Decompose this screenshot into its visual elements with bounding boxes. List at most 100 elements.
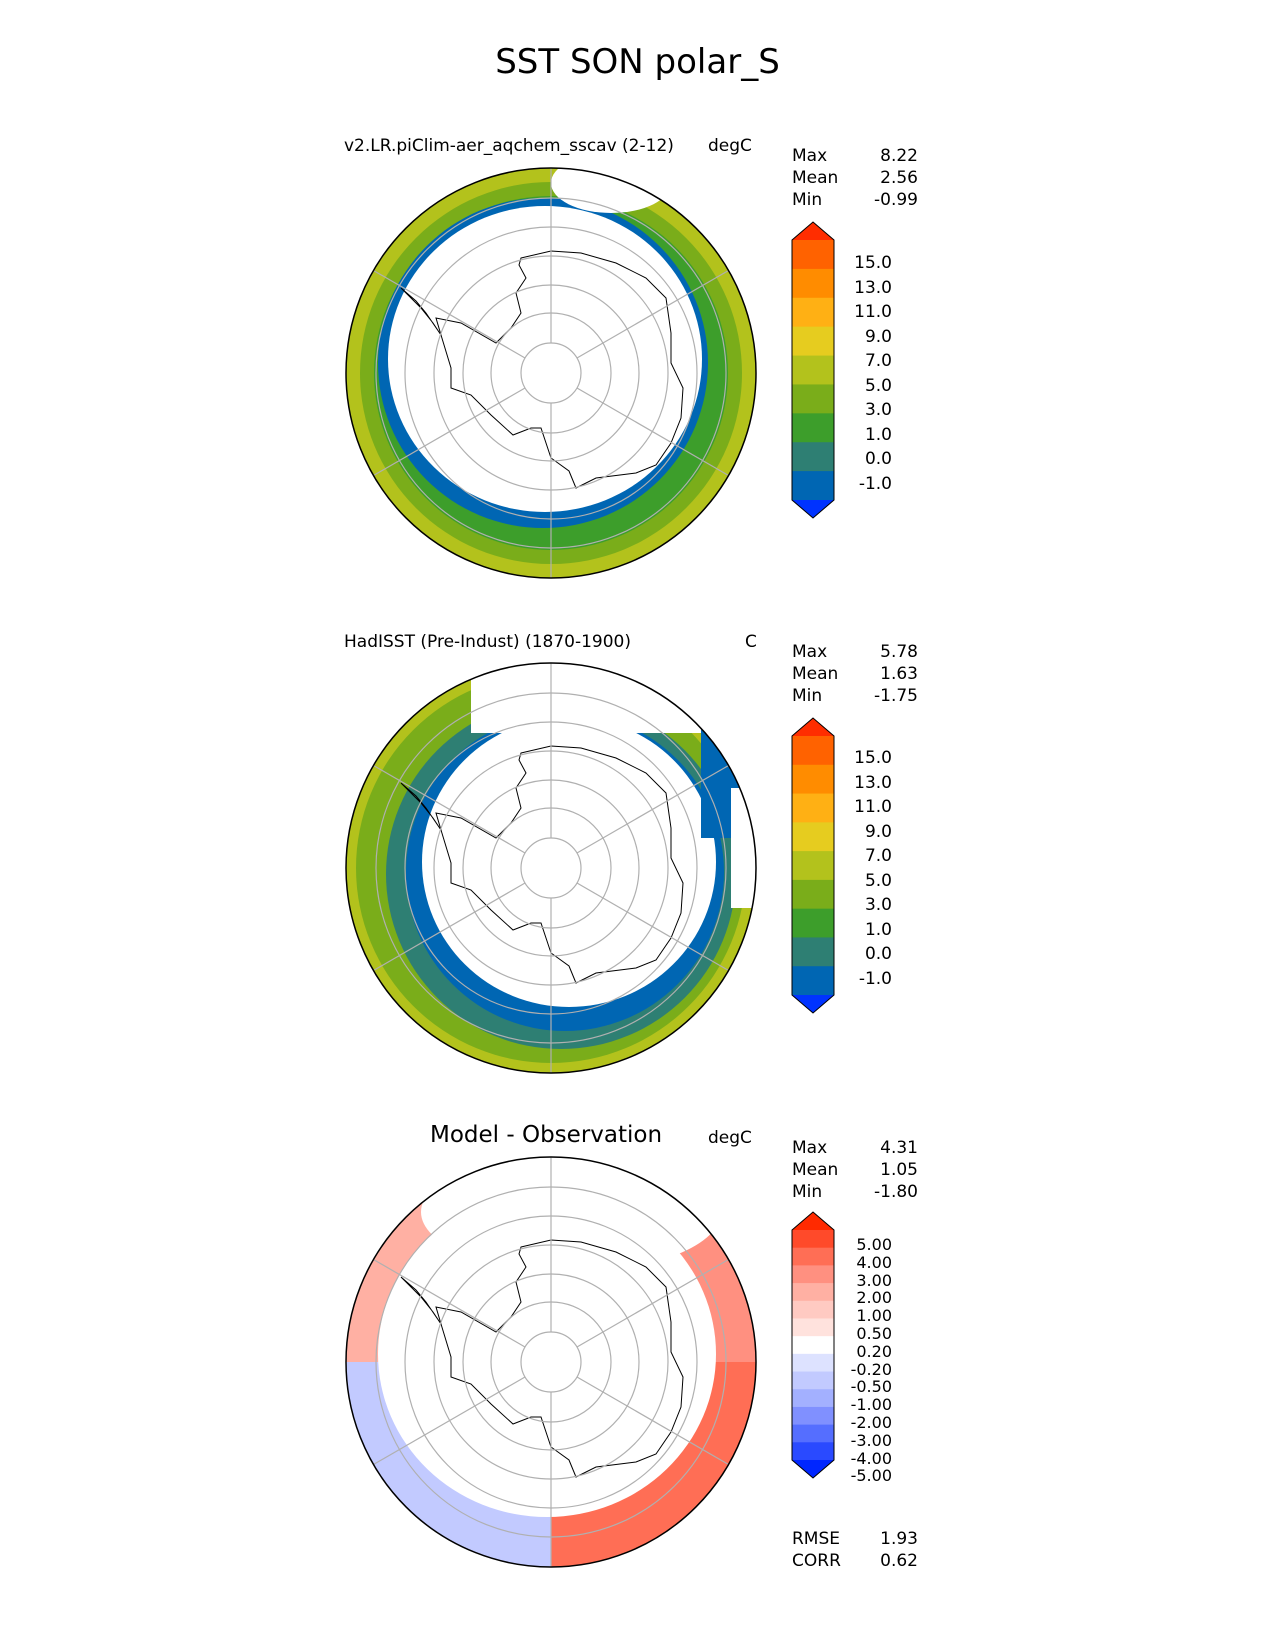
colorbar-tick-label: -0.20 <box>850 1359 892 1379</box>
colorbar-segment <box>792 384 834 414</box>
colorbar-tick-label: 1.0 <box>864 424 892 445</box>
colorbar-segment <box>792 1424 834 1443</box>
colorbar-segment <box>792 1247 834 1266</box>
longitude-gridline <box>576 764 729 854</box>
colorbar-segment <box>792 297 834 328</box>
colorbar-segment <box>792 1389 834 1408</box>
colorbar-tick-label: -1.0 <box>858 968 892 989</box>
colorbar-tick-label: 5.0 <box>864 375 892 396</box>
colorbar-tick-label: 11.0 <box>854 302 892 322</box>
colorbar-segment <box>792 1336 834 1355</box>
stat-label: Mean <box>792 664 839 684</box>
colorbar-tick-label: -3.00 <box>850 1430 892 1450</box>
units-obs: C <box>745 632 757 652</box>
colorbar-segment <box>792 937 834 967</box>
metric-value: 0.62 <box>880 1551 918 1571</box>
colorbar-extend-bottom <box>792 500 834 518</box>
colorbar-segment <box>792 1442 834 1461</box>
panel-title-obs: HadISST (Pre-Indust) (1870-1900) <box>344 632 632 652</box>
colorbar-segment <box>792 326 834 357</box>
colorbar-outline <box>791 221 835 519</box>
colorbar-segment <box>792 471 834 501</box>
colorbar-segment <box>792 268 834 299</box>
colorbar-segment <box>792 851 834 881</box>
stat-value: -0.99 <box>874 190 918 210</box>
colorbar-segment <box>792 1353 834 1373</box>
colorbar-tick-label: -4.00 <box>850 1448 892 1468</box>
longitude-gridline <box>576 1258 729 1348</box>
colorbar-tick-label: 3.0 <box>864 895 892 915</box>
stat-label: Min <box>792 190 823 210</box>
colorbar-segment <box>792 355 834 385</box>
colorbar-segment <box>792 879 834 910</box>
stat-value: -1.75 <box>874 686 918 706</box>
colorbar-segment <box>792 1406 834 1426</box>
stat-value: 1.05 <box>880 1160 918 1180</box>
colorbar-extend-top <box>792 718 834 736</box>
stat-value: 8.22 <box>880 146 918 166</box>
stat-value: 1.63 <box>880 664 918 684</box>
stat-label: Max <box>792 642 828 662</box>
sea-ice-mask <box>421 1157 721 1272</box>
stat-value: 4.31 <box>880 1138 918 1158</box>
colorbar-extend-top <box>792 222 834 240</box>
colorbar-segment <box>792 764 834 795</box>
colorbar-tick-label: 0.50 <box>856 1324 892 1343</box>
colorbar-segment <box>792 1283 834 1302</box>
colorbar-tick-label: -5.00 <box>850 1466 892 1486</box>
longitude-gridline <box>576 882 729 972</box>
colorbar-extend-bottom <box>792 995 834 1013</box>
field-layer <box>346 168 756 578</box>
colorbar-tick-label: 3.00 <box>856 1270 892 1290</box>
stat-label: Mean <box>792 1160 839 1180</box>
map-boundary <box>345 662 757 1074</box>
colorbar-segment <box>792 442 834 472</box>
colorbar-tick-label: 13.0 <box>854 772 892 793</box>
longitude-gridline <box>373 269 526 359</box>
colorbar-outline <box>791 717 835 1014</box>
colorbar-segment <box>792 793 834 823</box>
colorbar-tick-label: -0.50 <box>850 1377 892 1397</box>
colorbar-tick-label: 7.0 <box>864 846 892 866</box>
colorbar-segment <box>792 966 834 996</box>
longitude-gridline <box>373 387 526 477</box>
colorbar-tick-label: 0.20 <box>856 1341 892 1361</box>
colorbar-tick-label: 5.00 <box>856 1235 892 1254</box>
colorbar-outline <box>791 1211 835 1479</box>
colorbar-segment <box>792 1300 834 1319</box>
stats-diff: Max 4.31 Mean 1.05 Min -1.80 <box>792 1137 918 1203</box>
map-boundary <box>345 167 757 579</box>
stat-label: Max <box>792 1138 828 1158</box>
units-diff: degC <box>708 1128 752 1148</box>
colorbar-tick-label: 11.0 <box>854 797 892 817</box>
colorbar-tick-label: 1.00 <box>856 1306 892 1326</box>
stats-obs: Max 5.78 Mean 1.63 Min -1.75 <box>792 641 918 707</box>
colorbar-tick-label: 15.0 <box>854 253 892 273</box>
colorbar-segment <box>792 822 834 852</box>
antarctic-peninsula <box>400 287 442 336</box>
stat-label: Min <box>792 686 823 706</box>
colorbar-extend-bottom <box>792 1460 834 1478</box>
colorbar-obs <box>791 717 835 1014</box>
stat-value: -1.80 <box>874 1182 918 1202</box>
stat-value: 2.56 <box>880 168 918 188</box>
colorbar-segment <box>792 1230 834 1249</box>
metrics-diff: RMSE 1.93 CORR 0.62 <box>792 1528 918 1572</box>
colorbar-segment <box>792 413 834 443</box>
stat-label: Min <box>792 1182 823 1202</box>
longitude-gridline <box>576 269 729 359</box>
sea-ice-mask <box>551 168 671 213</box>
colorbar-segment <box>792 240 834 270</box>
colorbar-tick-label: -2.00 <box>850 1413 892 1432</box>
colorbar-tick-label: 9.0 <box>864 326 892 347</box>
units-model: degC <box>708 136 752 156</box>
colorbar-tick-label: 5.0 <box>864 870 892 891</box>
colorbar-tick-label: 15.0 <box>854 748 892 768</box>
metric-value: 1.93 <box>880 1529 918 1549</box>
longitude-gridline <box>373 882 526 972</box>
map-boundary <box>345 1156 757 1568</box>
colorbar-tick-label: -1.00 <box>850 1395 892 1415</box>
colorbar-diff <box>791 1211 835 1479</box>
field-layer <box>346 1157 756 1567</box>
colorbar-tick-label: 2.00 <box>856 1288 892 1308</box>
